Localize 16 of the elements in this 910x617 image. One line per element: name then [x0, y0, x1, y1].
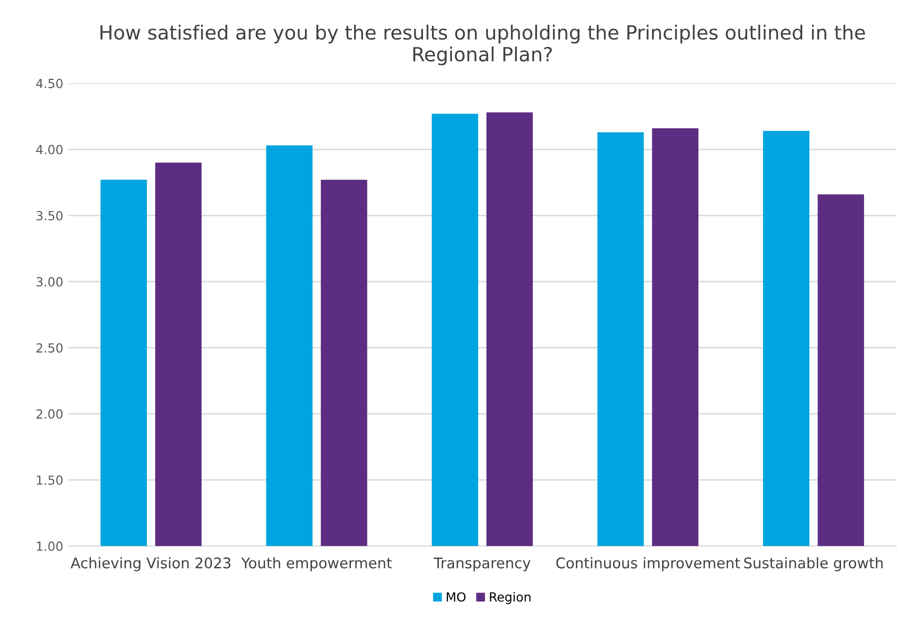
y-tick-label: 4.00: [36, 144, 63, 154]
y-tick-label: 2.50: [36, 343, 63, 353]
x-tick-label: Sustainable growth: [744, 557, 883, 572]
legend-label: Region: [490, 592, 530, 604]
legend-label: MO: [446, 592, 466, 602]
chart-title: How satisfied are you by the results on upholding the Principles outlined in the Regional Plan?: [100, 24, 865, 66]
y-tick-label: 2.00: [36, 409, 63, 419]
x-tick-label: Continuous improvement: [556, 557, 740, 572]
x-tick-label: Youth empowerment: [241, 557, 392, 572]
x-tick-label: Achieving Vision 2023: [70, 557, 230, 572]
x-tick-label: Transparency: [434, 558, 530, 572]
y-tick-label: 4.50: [36, 78, 63, 88]
y-tick-label: 1.00: [36, 542, 63, 551]
y-tick-label: 1.50: [36, 475, 63, 485]
y-tick-label: 3.00: [36, 277, 63, 287]
y-tick-label: 3.50: [36, 210, 63, 220]
